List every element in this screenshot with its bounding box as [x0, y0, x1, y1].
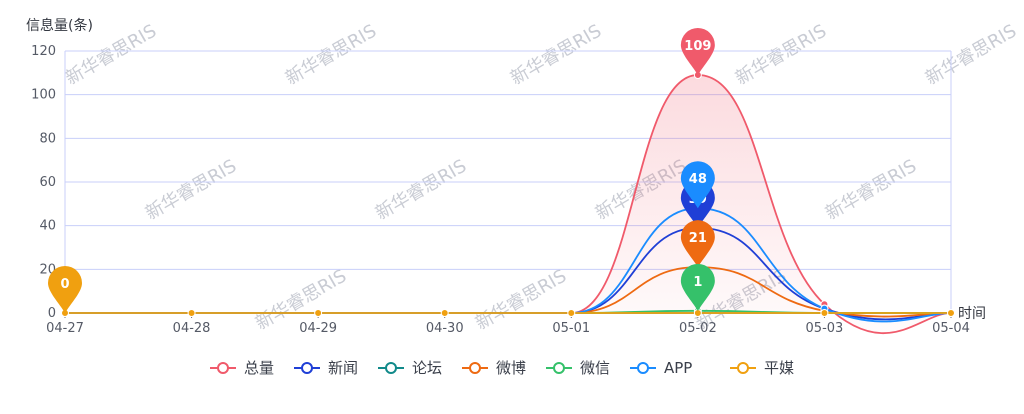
data-point[interactable]: [820, 309, 829, 317]
x-tick-label: 05-01: [552, 321, 590, 336]
legend-item-新闻[interactable]: 新闻: [294, 359, 358, 377]
y-tick-label: 80: [39, 131, 56, 146]
watermark-text: 新华睿思RIS: [282, 21, 380, 90]
legend-symbol: [469, 362, 481, 374]
marker-pin-微信[interactable]: 1: [680, 263, 715, 311]
legend-symbol: [637, 362, 649, 374]
legend-item-微信[interactable]: 微信: [546, 359, 610, 377]
y-axis-title: 信息量(条): [26, 17, 93, 34]
y-tick-label: 0: [48, 306, 56, 321]
y-tick-label: 40: [39, 219, 56, 234]
pin-shape: [48, 265, 82, 313]
data-point[interactable]: [947, 309, 955, 317]
legend-symbol: [217, 362, 229, 374]
legend-label: 平媒: [764, 359, 794, 377]
x-tick-label: 04-28: [173, 321, 211, 336]
legend-label: 微博: [496, 359, 526, 377]
series-layer: [61, 71, 955, 335]
legend-item-微博[interactable]: 微博: [462, 359, 526, 377]
x-axis-title: 时间: [958, 306, 986, 322]
y-tick-label: 100: [31, 88, 56, 103]
data-point[interactable]: [440, 309, 449, 317]
data-point[interactable]: [567, 309, 576, 317]
watermark-text: 新华睿思RIS: [507, 21, 605, 90]
pin-shape: [680, 220, 715, 268]
pin-shape: [680, 28, 715, 76]
data-point[interactable]: [187, 309, 196, 317]
pin-label: 48: [689, 172, 707, 187]
legend-label: 新闻: [328, 359, 358, 377]
x-tick-label: 04-29: [299, 321, 337, 336]
legend-item-平媒[interactable]: 平媒: [730, 359, 794, 377]
series-平媒: [61, 309, 955, 317]
pin-label: 109: [684, 39, 711, 54]
marker-pin-微博[interactable]: 21: [680, 220, 715, 268]
watermark-text: 新华睿思RIS: [372, 156, 470, 225]
x-tick-label: 05-02: [679, 321, 717, 336]
watermark-layer: 新华睿思RIS 新华睿思RIS 新华睿思RIS 新华睿思RIS 新华睿思RIS新华睿思R…: [62, 21, 1020, 335]
legend-symbol: [301, 362, 313, 374]
marker-pin-平媒[interactable]: 0: [48, 265, 82, 313]
legend-symbol: [553, 362, 565, 374]
legend-label: 总量: [244, 359, 274, 377]
legend-symbol: [385, 362, 397, 374]
pin-shape: [680, 161, 715, 209]
legend-item-APP[interactable]: APP: [630, 359, 692, 377]
legend-label: 微信: [580, 359, 610, 377]
pin-label: 21: [689, 231, 707, 246]
watermark-text: 新华睿思RIS: [732, 21, 830, 90]
legend: 总量 新闻 论坛 微博 微信 APP 平媒: [210, 359, 794, 377]
x-tick-label: 04-27: [46, 321, 84, 336]
legend-label: APP: [664, 359, 692, 377]
legend-symbol: [737, 362, 749, 374]
pin-label: 1: [693, 275, 702, 290]
data-point[interactable]: [314, 309, 323, 317]
x-tick-label: 04-30: [426, 321, 464, 336]
x-tick-label: 05-03: [806, 321, 844, 336]
x-tick-label: 05-04: [932, 321, 970, 336]
legend-item-论坛[interactable]: 论坛: [378, 359, 442, 377]
marker-pin-总量[interactable]: 109: [680, 28, 715, 76]
watermark-text: 新华睿思RIS: [822, 156, 920, 225]
pin-shape: [680, 263, 715, 311]
pin-label: 0: [60, 277, 69, 292]
watermark-text: 新华睿思RIS: [922, 21, 1020, 90]
watermark-text: 新华睿思RIS: [142, 156, 240, 225]
legend-item-总量[interactable]: 总量: [210, 359, 274, 377]
marker-layer: 10939482110: [48, 28, 715, 313]
series-area: [65, 75, 951, 334]
axes: 信息量(条) 时间: [26, 17, 986, 322]
marker-pin-APP[interactable]: 48: [680, 161, 715, 209]
y-tick-label: 60: [39, 175, 56, 190]
legend-label: 论坛: [412, 359, 442, 377]
y-tick-label: 120: [31, 44, 56, 59]
series-总量: [61, 71, 955, 335]
